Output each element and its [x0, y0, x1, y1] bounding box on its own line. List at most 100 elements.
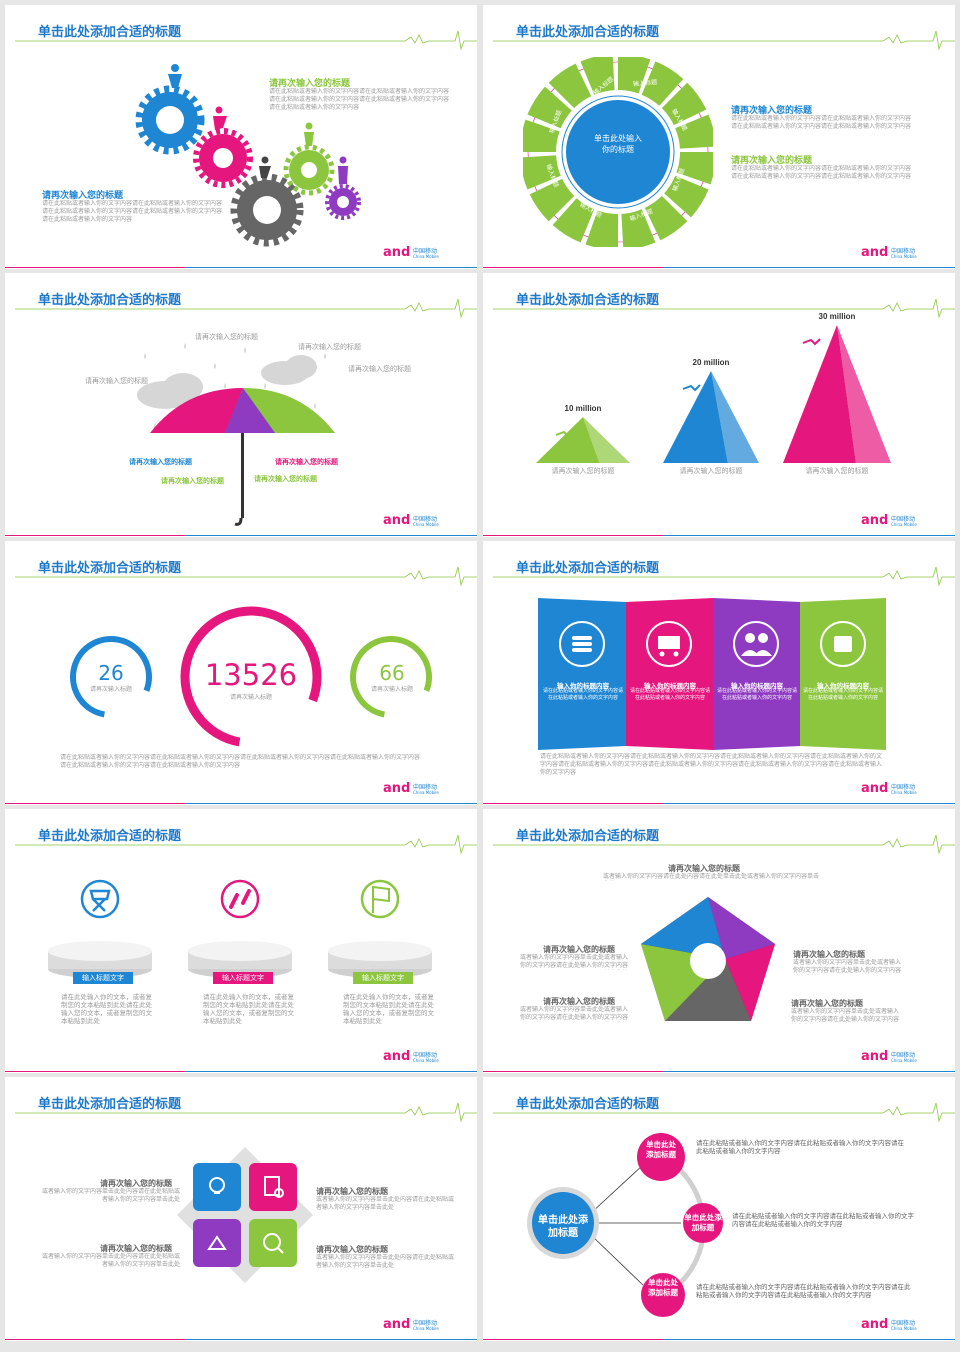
pulse-line [15, 1102, 477, 1123]
footer-line [483, 1339, 955, 1340]
tile-grid [177, 1147, 313, 1283]
footer-logos: and 中国移动 China Mobile [383, 781, 463, 799]
body-a: 请在此粘贴或者输入你的文字内容请在此粘贴或者输入你的文字内容请在此粘贴或者输入你… [269, 88, 449, 111]
stat-label: 请再次输入标题 [89, 686, 132, 693]
slide-3[interactable]: 单击此处添加合适的标题 请再次输入您的标题 请再次输入您的标题 请再次输入您的标… [5, 273, 477, 537]
footer-logos: and 中国移动 China Mobile [861, 513, 941, 531]
slide-7[interactable]: 单击此处添加合适的标题 输入标题文字 输入标题文字 输入标题文字 请在此处输入你… [5, 809, 477, 1073]
right-body: 或者输入你的文字内容单击此处或者输入你的文字内容请在此处输入你的文字内容单击此处 [791, 1008, 900, 1023]
category-label: 请再次输入您的标题 [552, 466, 615, 475]
china-mobile-logo: 中国移动 [413, 784, 438, 791]
hub-center: 单击此处添加标题 [538, 1215, 588, 1239]
footer-logos: and 中国移动 China Mobile [861, 1049, 941, 1067]
pulse-line [15, 834, 477, 855]
footer-logos: and 中国移动 China Mobile [861, 245, 941, 263]
stat-label: 请再次输入标题 [229, 694, 272, 701]
pulse-line [493, 834, 955, 855]
and-logo: and [383, 1049, 411, 1064]
slide-title: 单击此处添加合适的标题 [38, 293, 182, 308]
slide-4[interactable]: 单击此处添加合适的标题 10 million 请再次输入您的标题 20 millio… [483, 273, 955, 537]
footer-line [5, 803, 477, 804]
stat-arc [350, 636, 432, 718]
and-logo: and [861, 1049, 889, 1064]
slide-6[interactable]: 单击此处添加合适的标题 输入你的标题内容 请在此粘贴或者输入你的文字内容请在此粘… [483, 541, 955, 805]
top-heading: 请再次输入您的标题 [668, 864, 740, 873]
pyramid-chart: 10 million 请再次输入您的标题 20 million 请再次输入您的标题 30… [536, 313, 891, 475]
china-mobile-sub: China Mobile [891, 790, 917, 795]
china-mobile-logo: 中国移动 [891, 784, 916, 791]
node-label: 单击此处添加标题 [648, 1278, 678, 1297]
right-heading: 请再次输入您的标题 [793, 950, 865, 959]
title-button[interactable]: 输入标题文字 [353, 972, 413, 984]
china-mobile-logo: 中国移动 [891, 1320, 916, 1327]
value-label: 10 million [565, 404, 602, 413]
slide-title: 单击此处添加合适的标题 [38, 25, 182, 40]
heading-b: 请再次输入您的标题 [731, 156, 813, 166]
and-logo: and [861, 781, 889, 796]
slide-title: 单击此处添加合适的标题 [38, 1097, 182, 1112]
cloud-label: 请再次输入您的标题 [348, 365, 411, 373]
left-body: 或者输入你的文字内容单击此处内容请在此处粘贴或者输入你的文字内容单击此处 [41, 1253, 180, 1268]
pedestals [48, 879, 432, 978]
left-heading: 请再次输入您的标题 [543, 997, 615, 1006]
pulse-line [15, 30, 477, 51]
title-button[interactable]: 输入标题文字 [213, 972, 273, 984]
left-heading: 请再次输入您的标题 [543, 945, 615, 954]
right-heading: 请再次输入您的标题 [316, 1245, 388, 1254]
stat-arc [180, 606, 322, 748]
node-label: 单击此处添加标题 [684, 1213, 722, 1232]
pulse-line [15, 566, 477, 587]
china-mobile-sub: China Mobile [891, 1326, 917, 1331]
stat-label: 请再次输入标题 [370, 686, 413, 693]
item-body: 请在此处输入你的文本，或者复制您的文本粘贴到此处请在此处输入您的文本，或者复制您… [203, 993, 294, 1025]
left-heading: 请再次输入您的标题 [100, 1244, 172, 1253]
value-label: 30 million [819, 313, 856, 321]
ring-diagram [523, 57, 713, 247]
footer-line [483, 267, 955, 268]
pulse-line [493, 30, 955, 51]
folded-panels [538, 598, 886, 750]
slide-title: 单击此处添加合适的标题 [38, 561, 182, 576]
slide-9[interactable]: 单击此处添加合适的标题 请再次输入您的标题 或者输入你的文字内容单击此处内容请在… [5, 1077, 477, 1341]
stat-value: 66 [379, 661, 405, 685]
slide-8[interactable]: 单击此处添加合适的标题 请再次输入您的标题 或者输入你的文字内容请在此处内容请在… [483, 809, 955, 1073]
item-body: 请在此处输入你的文本，或者复制您的文本粘贴到此处请在此处输入您的文本，或者复制您… [343, 993, 434, 1025]
footer-line [5, 267, 477, 268]
slide-title: 单击此处添加合适的标题 [516, 293, 660, 308]
slide-1[interactable]: 单击此处添加合适的标题 请再次输入您的标题 请在此粘贴或者输入你的文字内容请在此… [5, 5, 477, 269]
right-body: 或者输入你的文字内容单击此处内容请在此处粘贴或者输入你的文字内容单击此处 [316, 1196, 455, 1211]
stat-arc [69, 636, 152, 718]
gears-illustration [135, 64, 361, 247]
pulse-line [493, 1102, 955, 1123]
umbrella-label: 请再次输入您的标题 [129, 458, 192, 466]
right-heading: 请再次输入您的标题 [316, 1187, 388, 1196]
title-button[interactable]: 输入标题文字 [73, 972, 133, 984]
node-label: 单击此处添加标题 [646, 1140, 676, 1159]
china-mobile-sub: China Mobile [891, 1058, 917, 1063]
footer-line [483, 803, 955, 804]
china-mobile-logo: 中国移动 [413, 1320, 438, 1327]
hub-diagram [527, 1133, 723, 1317]
stat-value: 13526 [204, 658, 298, 692]
panel-title: 输入你的标题内容 [557, 682, 609, 690]
value-label: 20 million [693, 358, 730, 367]
china-mobile-sub: China Mobile [413, 790, 439, 795]
slide-title: 单击此处添加合适的标题 [516, 25, 660, 40]
footer-logos: and 中国移动 China Mobile [383, 245, 463, 263]
pulse-line [493, 566, 955, 587]
left-body: 或者输入你的文字内容单击此处或者输入你的文字内容请在此处输入你的文字内容单击此处 [519, 1006, 628, 1021]
slide-5[interactable]: 单击此处添加合适的标题 26 请再次输入标题 13526 请再次输入标题 66 … [5, 541, 477, 805]
slide-2[interactable]: 单击此处添加合适的标题 单击此处输入你的标题 输入标题 输入标题 输入标题 输入… [483, 5, 955, 269]
left-heading: 请再次输入您的标题 [100, 1179, 172, 1188]
china-mobile-sub: China Mobile [891, 522, 917, 527]
china-mobile-logo: 中国移动 [413, 1052, 438, 1059]
footer-line [5, 535, 477, 536]
and-logo: and [861, 513, 889, 528]
china-mobile-sub: China Mobile [891, 254, 917, 259]
left-body: 或者输入你的文字内容单击此处或者输入你的文字内容请在此处输入你的文字内容单击此处 [519, 954, 628, 969]
slide-10[interactable]: 单击此处添加合适的标题 单击此处添加标题 单击此处添加标题 单击此处添加标题 单… [483, 1077, 955, 1341]
china-mobile-sub: China Mobile [413, 522, 439, 527]
footer-logos: and 中国移动 China Mobile [383, 1049, 463, 1067]
slide-title: 单击此处添加合适的标题 [516, 829, 660, 844]
footer-line [483, 535, 955, 536]
